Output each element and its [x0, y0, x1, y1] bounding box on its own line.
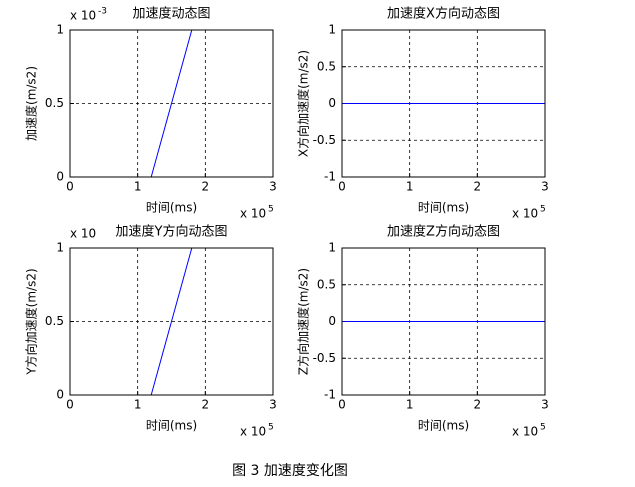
x-tick-label: 1 [406, 180, 414, 194]
plot-frame [69, 29, 274, 178]
x-multiplier-exponent: 5 [268, 205, 274, 215]
y-tick-label: 1 [328, 23, 336, 37]
x-tick-label: 3 [541, 398, 549, 412]
y-multiplier-exponent: -3 [98, 7, 107, 17]
x-axis-label: 时间(ms) [146, 419, 197, 433]
y-axis-label: 加速度(m/s2) [24, 66, 39, 141]
x-axis-label: 时间(ms) [418, 419, 469, 433]
x-tick-label: 0 [338, 180, 346, 194]
plot-frame [69, 247, 274, 396]
x-tick-label: 2 [202, 180, 210, 194]
chart-title: 加速度Z方向动态图 [387, 224, 500, 240]
x-tick-label: 3 [269, 180, 277, 194]
y-axis-label: Y方向加速度(m/s2) [24, 268, 39, 375]
x-tick-label: 0 [66, 180, 74, 194]
x-multiplier: x 10 [512, 207, 538, 221]
x-tick-label: 1 [134, 180, 142, 194]
x-tick-label: 3 [541, 180, 549, 194]
chart-title: 加速度X方向动态图 [387, 6, 500, 22]
x-multiplier-exponent: 5 [540, 205, 546, 215]
y-tick-label: 0 [328, 96, 336, 110]
y-tick-label: 0.5 [45, 314, 64, 328]
y-tick-label: 1 [328, 241, 336, 255]
x-tick-label: 1 [134, 398, 142, 412]
x-axis-label: 时间(ms) [146, 201, 197, 215]
plot-frame [341, 29, 546, 178]
x-tick-label: 3 [269, 398, 277, 412]
y-multiplier: x 10 [70, 227, 96, 241]
y-tick-label: 0 [56, 170, 64, 184]
y-tick-label: 0 [328, 314, 336, 328]
x-tick-label: 0 [338, 398, 346, 412]
figure-caption: 图 3 加速度变化图 [232, 463, 348, 479]
y-tick-label: -0.5 [313, 351, 336, 365]
x-tick-label: 2 [202, 398, 210, 412]
y-axis-label: X方向加速度(m/s2) [296, 50, 311, 157]
x-tick-label: 2 [474, 398, 482, 412]
y-tick-label: 0 [56, 388, 64, 402]
y-multiplier: x 10 [70, 9, 96, 23]
plot-frame [341, 247, 546, 396]
y-axis-label: Z方向加速度(m/s2) [296, 268, 311, 375]
x-multiplier-exponent: 5 [540, 423, 546, 433]
x-tick-label: 2 [474, 180, 482, 194]
x-tick-label: 0 [66, 398, 74, 412]
x-axis-label: 时间(ms) [418, 201, 469, 215]
chart-title: 加速度动态图 [132, 6, 210, 22]
x-tick-label: 1 [406, 398, 414, 412]
y-tick-label: -1 [324, 170, 336, 184]
y-tick-label: 0.5 [317, 59, 336, 73]
y-tick-label: 0.5 [317, 277, 336, 291]
y-tick-label: -1 [324, 388, 336, 402]
chart-title: 加速度Y方向动态图 [116, 224, 228, 240]
x-multiplier-exponent: 5 [268, 423, 274, 433]
x-multiplier: x 10 [240, 207, 266, 221]
y-tick-label: 1 [56, 241, 64, 255]
y-tick-label: 0.5 [45, 96, 64, 110]
y-tick-label: 1 [56, 23, 64, 37]
y-tick-label: -0.5 [313, 133, 336, 147]
x-multiplier: x 10 [240, 425, 266, 439]
x-multiplier: x 10 [512, 425, 538, 439]
